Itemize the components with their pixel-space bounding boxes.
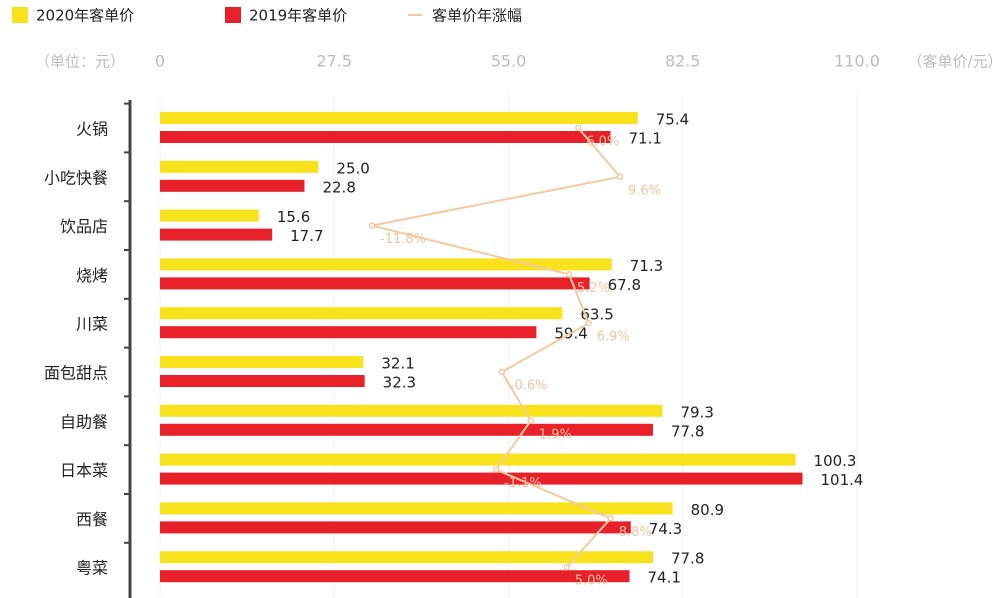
value-label: 77.8 bbox=[671, 550, 704, 568]
line-point bbox=[565, 271, 573, 278]
bar bbox=[160, 423, 653, 436]
value-label: 67.8 bbox=[608, 276, 641, 294]
legend-swatch bbox=[12, 7, 28, 23]
value-label: 71.3 bbox=[630, 257, 663, 275]
bar bbox=[160, 502, 673, 515]
bar bbox=[160, 404, 663, 417]
line-point bbox=[563, 563, 570, 571]
line-label: -1.1% bbox=[504, 476, 542, 491]
y-tick-label: 西餐 bbox=[76, 510, 108, 529]
x-axis-label-right: （客单价/元） bbox=[907, 53, 1002, 71]
line-point bbox=[616, 173, 624, 181]
bar bbox=[160, 160, 319, 173]
bar bbox=[160, 472, 803, 485]
line-point bbox=[575, 124, 582, 132]
line-label: 1.9% bbox=[539, 427, 572, 442]
line-point bbox=[527, 417, 535, 425]
line-point bbox=[607, 515, 614, 522]
legend-label: 2020年客单价 bbox=[36, 7, 134, 25]
line-label: -0.6% bbox=[510, 379, 548, 394]
bar bbox=[160, 307, 563, 320]
bar bbox=[160, 453, 796, 466]
line-label: 6.0% bbox=[586, 135, 619, 150]
bar bbox=[160, 112, 638, 124]
line-label: 6.9% bbox=[597, 330, 630, 345]
value-label: 63.5 bbox=[580, 306, 613, 324]
line-label: 5.0% bbox=[575, 574, 608, 589]
y-tick-label: 火锅 bbox=[76, 120, 108, 139]
bar bbox=[160, 551, 653, 564]
line-label: 5.2% bbox=[577, 281, 610, 296]
bar bbox=[160, 277, 590, 290]
value-label: 22.8 bbox=[322, 178, 355, 196]
value-label: 80.9 bbox=[691, 501, 724, 519]
bar bbox=[160, 179, 305, 192]
bar bbox=[160, 375, 365, 387]
bar bbox=[160, 209, 259, 222]
legend-label: 客单价年涨幅 bbox=[432, 7, 522, 25]
y-tick-label: 烧烤 bbox=[76, 266, 108, 285]
value-label: 25.0 bbox=[336, 159, 369, 177]
value-label: 100.3 bbox=[814, 452, 857, 470]
value-label: 77.8 bbox=[671, 422, 704, 440]
value-label: 15.6 bbox=[277, 208, 310, 226]
line-point bbox=[368, 222, 376, 229]
x-tick-label: 110.0 bbox=[834, 52, 880, 71]
x-axis-label-left: （单位：元） bbox=[35, 53, 125, 71]
x-tick-label: 27.5 bbox=[316, 52, 352, 71]
y-tick-label: 川菜 bbox=[76, 315, 108, 334]
y-tick-label: 面包甜点 bbox=[44, 364, 108, 383]
value-label: 32.1 bbox=[381, 355, 414, 373]
y-tick-label: 日本菜 bbox=[60, 461, 108, 480]
legend-swatch bbox=[225, 7, 241, 23]
value-label: 32.3 bbox=[383, 374, 416, 392]
line-point bbox=[498, 368, 506, 376]
bar bbox=[160, 356, 364, 368]
line-point bbox=[585, 319, 592, 327]
y-tick-label: 自助餐 bbox=[60, 412, 108, 431]
value-label: 101.4 bbox=[821, 471, 864, 489]
legend-label: 2019年客单价 bbox=[249, 7, 347, 25]
value-label: 79.3 bbox=[680, 403, 713, 421]
value-label: 71.1 bbox=[629, 130, 662, 148]
bar bbox=[160, 521, 631, 534]
x-tick-label: 0 bbox=[155, 52, 165, 71]
y-tick-label: 粤菜 bbox=[76, 559, 108, 578]
value-label: 17.7 bbox=[290, 227, 323, 245]
bar bbox=[160, 258, 612, 271]
value-label: 74.3 bbox=[649, 520, 682, 538]
line bbox=[371, 127, 622, 568]
line-label: 8.8% bbox=[619, 525, 652, 540]
line-label: -11.8% bbox=[380, 232, 426, 247]
line-point bbox=[492, 466, 500, 473]
x-tick-label: 55.0 bbox=[491, 52, 527, 71]
bar bbox=[160, 570, 630, 583]
bar bbox=[160, 228, 273, 241]
x-tick-label: 82.5 bbox=[665, 52, 701, 71]
bar bbox=[160, 131, 611, 143]
line-label: 9.6% bbox=[628, 183, 661, 198]
y-tick-label: 小吃快餐 bbox=[44, 168, 108, 187]
y-tick-label: 饮品店 bbox=[60, 217, 108, 236]
value-label: 74.1 bbox=[648, 569, 681, 587]
bar bbox=[160, 326, 537, 339]
value-label: 75.4 bbox=[656, 111, 689, 129]
